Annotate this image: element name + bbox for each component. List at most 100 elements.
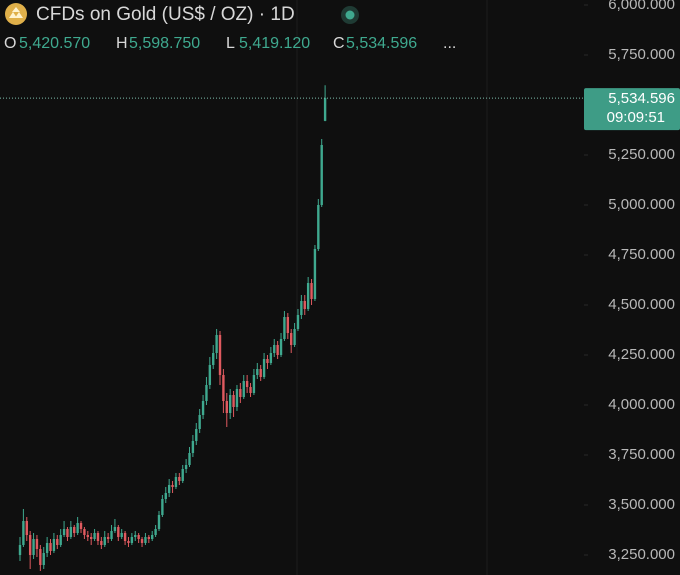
candle-body [256,369,259,375]
candle-body [96,533,100,541]
candle-body [151,535,154,539]
symbol-icon[interactable] [5,3,27,25]
candle-body [266,359,269,363]
candle-body [18,545,22,555]
candle-body [269,353,273,363]
legend-value: 5,598.750 [129,35,200,52]
candle-body [293,329,296,345]
candle-body [181,469,184,481]
candle-body [140,539,144,543]
candle-body [198,415,201,429]
candle-body [25,521,28,535]
candle-body [147,537,151,539]
candle-body [89,537,93,539]
candle-body [320,145,323,205]
candle-body [130,537,134,543]
symbol-title[interactable]: CFDs on Gold (US$ / OZ) · 1D [36,4,295,25]
candle-body [110,531,113,539]
candle-body [120,533,123,537]
legend-value: 5,419.120 [239,35,310,52]
y-tick-label: 5,250.000 [608,146,675,163]
price-tag [584,88,680,131]
candle-body [28,535,32,555]
candle-body [137,535,140,539]
candle-body [252,375,256,393]
candle-body [100,541,103,545]
candle-body [303,301,306,309]
candle-body [212,353,215,365]
legend-value: 5,534.596 [346,35,417,52]
candle-body [228,395,232,413]
legend-key: C [333,35,345,52]
y-tick-label: 4,750.000 [608,246,675,263]
candle-body [52,539,56,551]
candle-body [313,249,317,299]
candle-body [49,543,52,551]
candle-body [205,385,208,401]
candle-body [188,453,191,465]
candle-body [134,535,137,537]
candle-body [184,465,188,469]
legend-key: O [4,35,16,52]
candle-body [259,369,262,377]
candle-body [296,315,300,329]
candle-body [323,98,327,121]
legend-value: 5,420.570 [19,35,90,52]
candle-body [273,345,276,353]
candle-body [222,375,225,401]
candle-body [225,401,228,413]
status-dot [345,10,355,20]
candle-body [232,395,235,407]
y-tick-label: 4,000.000 [608,396,675,413]
candle-body [195,429,198,441]
candle-body [191,441,195,453]
legend-key: H [116,35,128,52]
y-tick-label: 4,500.000 [608,296,675,313]
candle-body [56,539,59,545]
candle-body [42,553,45,565]
candle-body [279,339,283,355]
candle-body [178,477,181,481]
candle-body [117,527,120,537]
candle-body [262,359,266,377]
candle-body [171,485,174,487]
candle-body [73,527,76,533]
candle-body [59,535,62,545]
y-tick-label: 3,500.000 [608,496,675,513]
candle-body [22,521,25,545]
candle-body [201,401,205,415]
ohlc-legend: O 5,420.570 H 5,598.750 L 5,419.120 C 5,534.596 [4,35,417,52]
icon-circle [5,3,27,25]
candle-body [276,345,279,355]
candle-body [161,499,164,515]
candle-body [310,283,313,299]
candle-body [157,515,161,529]
candle-body [283,317,286,339]
candle-body [239,389,242,397]
candle-body [123,533,127,541]
candle-body [290,333,293,345]
candle-body [306,283,310,309]
candle-body [300,301,303,315]
candle-body [245,381,249,387]
candle-body [45,543,49,553]
icon-bars [9,7,23,18]
candle-body [103,537,106,545]
candle-body [39,549,42,565]
candle-body [79,523,83,529]
candle-body [113,527,117,531]
candle-body [174,477,178,487]
candle-body [208,365,212,385]
candle-body [83,529,86,535]
candle-body [218,335,222,375]
candle-body [235,389,239,407]
y-tick-label: 6,000.000 [608,0,675,13]
y-tick-label: 3,750.000 [608,446,675,463]
more-button[interactable]: ... [443,35,456,52]
candle-body [32,539,35,555]
legend-key: L [226,35,235,52]
candle-body [242,381,245,397]
